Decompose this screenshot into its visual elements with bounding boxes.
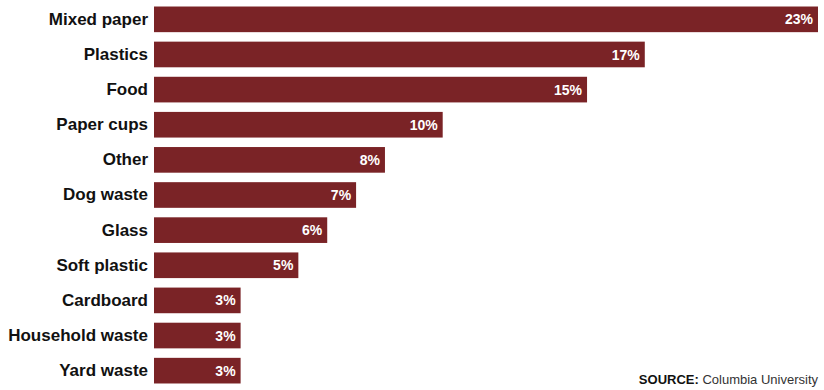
category-label: Other [103, 150, 149, 169]
y-axis: Mixed paper Plastics Food Paper cups Other Do… [8, 10, 148, 380]
chart: Mixed paper Plastics Food Paper cups Other Do… [0, 0, 824, 390]
y-tick: Household waste [8, 326, 148, 345]
y-tick: Yard waste [59, 361, 148, 380]
y-tick: Dog waste [63, 185, 148, 204]
bar [154, 77, 587, 103]
y-tick: Food [106, 80, 148, 99]
y-tick: Mixed paper [49, 10, 149, 29]
y-tick: Glass [102, 221, 148, 240]
bar [154, 252, 298, 278]
source-note: SOURCE: Columbia University [639, 372, 819, 387]
category-label: Paper cups [56, 115, 148, 134]
bar [154, 42, 645, 68]
y-tick: Soft plastic [56, 256, 148, 275]
y-tick: Paper cups [56, 115, 148, 134]
bar [154, 323, 241, 349]
category-label: Mixed paper [49, 10, 149, 29]
data-label: 5% [273, 257, 294, 273]
category-label: Dog waste [63, 185, 148, 204]
category-label: Yard waste [59, 361, 148, 380]
data-label: 7% [331, 187, 352, 203]
bar [154, 288, 241, 314]
data-label: 17% [612, 47, 641, 63]
data-labels: 23% 17% 15% 10% 8% 7% 6% 5% 3% 3% 3% [215, 11, 813, 378]
data-label: 6% [302, 222, 323, 238]
category-label: Household waste [8, 326, 148, 345]
bar [154, 358, 241, 384]
data-label: 3% [215, 328, 236, 344]
bars [154, 7, 818, 384]
data-label: 8% [360, 152, 381, 168]
bar [154, 182, 356, 208]
y-tick: Cardboard [62, 291, 148, 310]
category-label: Soft plastic [56, 256, 148, 275]
data-label: 10% [410, 117, 439, 133]
bar [154, 147, 385, 173]
category-label: Glass [102, 221, 148, 240]
data-label: 23% [785, 11, 814, 27]
category-label: Plastics [84, 45, 148, 64]
bar [154, 7, 818, 33]
category-label: Food [106, 80, 148, 99]
data-label: 3% [215, 292, 236, 308]
data-label: 3% [215, 363, 236, 379]
y-tick: Other [103, 150, 149, 169]
bar [154, 112, 443, 138]
category-label: Cardboard [62, 291, 148, 310]
y-tick: Plastics [84, 45, 148, 64]
bar [154, 217, 327, 243]
data-label: 15% [554, 82, 583, 98]
